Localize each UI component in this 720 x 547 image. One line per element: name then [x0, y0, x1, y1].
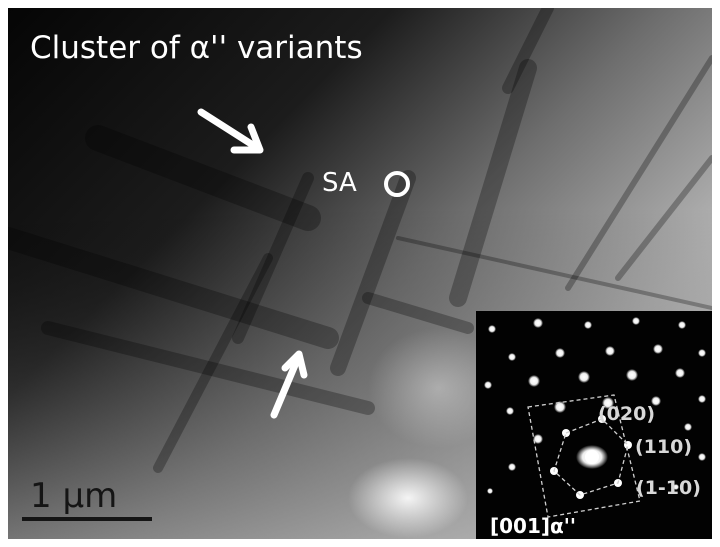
spot-index-110: (110): [635, 436, 693, 458]
diffraction-pattern-inset: (020) (110) (1-10) [001]α'': [476, 311, 712, 539]
diffraction-spots: [484, 317, 706, 518]
micrograph-caption: Cluster of α'' variants: [30, 30, 363, 66]
selected-area-label: SA: [322, 168, 357, 198]
spot-index-1-10: (1-10): [636, 477, 701, 499]
annotation-layer: [22, 108, 410, 521]
tem-micrograph: Cluster of α'' variants SA 1 μm: [8, 8, 712, 539]
arrow-icon: [270, 350, 308, 419]
arrow-icon: [197, 108, 264, 154]
scale-bar-label: 1 μm: [30, 476, 118, 516]
selected-area-circle-icon: [384, 171, 410, 197]
zone-axis-label: [001]α'': [490, 514, 577, 538]
spot-index-020: (020): [598, 403, 656, 425]
